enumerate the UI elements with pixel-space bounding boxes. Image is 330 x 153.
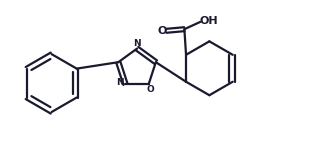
Text: OH: OH	[199, 16, 218, 26]
Text: N: N	[116, 78, 124, 87]
Text: O: O	[157, 26, 167, 36]
Text: N: N	[133, 39, 141, 48]
Text: O: O	[146, 85, 154, 94]
